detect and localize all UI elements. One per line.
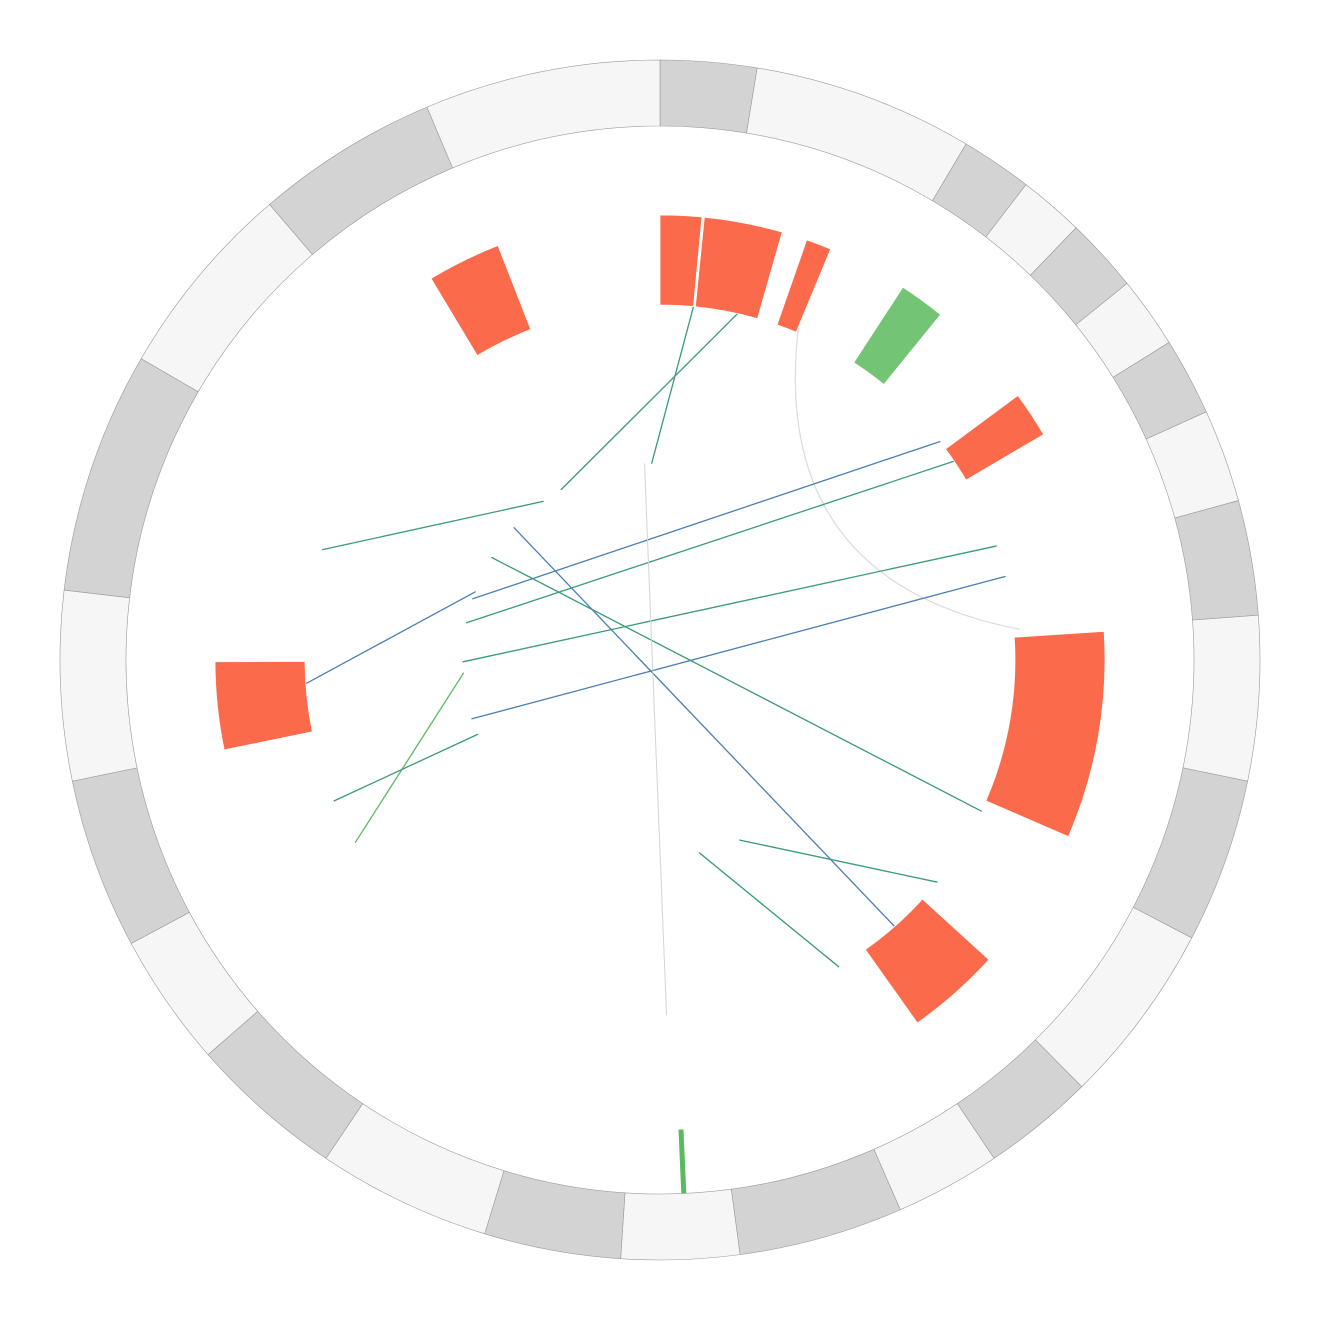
highlight-block-8	[214, 660, 313, 751]
ideogram-segment-23	[63, 358, 199, 599]
highlight-block-1	[659, 214, 703, 308]
link-layer	[305, 305, 1006, 1016]
link-8	[739, 839, 938, 883]
link-1	[651, 305, 695, 464]
link-16	[321, 500, 544, 551]
highlight-block-6	[985, 630, 1106, 838]
ideogram-segment-12	[1034, 906, 1193, 1088]
highlight-block-4	[853, 286, 942, 386]
link-2	[560, 312, 739, 491]
highlight-block-7	[864, 898, 990, 1024]
ideogram-segment-25	[269, 106, 453, 255]
link-13	[354, 672, 465, 843]
link-12	[644, 463, 668, 1016]
highlight-layer	[214, 214, 1106, 1024]
ideogram-segment-10	[1182, 614, 1261, 782]
ideogram-segment-21	[72, 767, 190, 944]
link-7	[491, 556, 982, 812]
link-9	[513, 527, 896, 928]
ideogram-segment-11	[1132, 767, 1248, 939]
highlight-block-9	[430, 245, 532, 357]
highlight-block-5	[944, 394, 1045, 481]
ideogram-segment-22	[59, 589, 138, 782]
connector-arc-layer	[794, 326, 1020, 630]
ideogram-segment-24	[140, 204, 313, 393]
ideogram-segment-16	[620, 1188, 741, 1261]
ideogram-segment-17	[484, 1170, 626, 1260]
highlight-block-2	[694, 216, 783, 320]
ideogram-segment-15	[730, 1148, 901, 1255]
connector-arc-1	[794, 326, 1020, 630]
ideogram-segment-26	[426, 59, 661, 169]
link-3	[472, 440, 941, 600]
link-15	[305, 591, 476, 685]
link-11	[699, 852, 840, 968]
link-5	[462, 545, 997, 663]
ideogram-segment-2	[746, 67, 967, 202]
link-4	[465, 460, 955, 624]
highlight-block-3	[776, 239, 832, 333]
link-6	[471, 575, 1006, 720]
ideogram-segment-9	[1174, 500, 1259, 621]
ideogram-ring	[59, 59, 1261, 1261]
ideogram-segment-1	[659, 59, 758, 134]
ideogram-segment-18	[325, 1103, 505, 1235]
link-14	[333, 733, 479, 802]
